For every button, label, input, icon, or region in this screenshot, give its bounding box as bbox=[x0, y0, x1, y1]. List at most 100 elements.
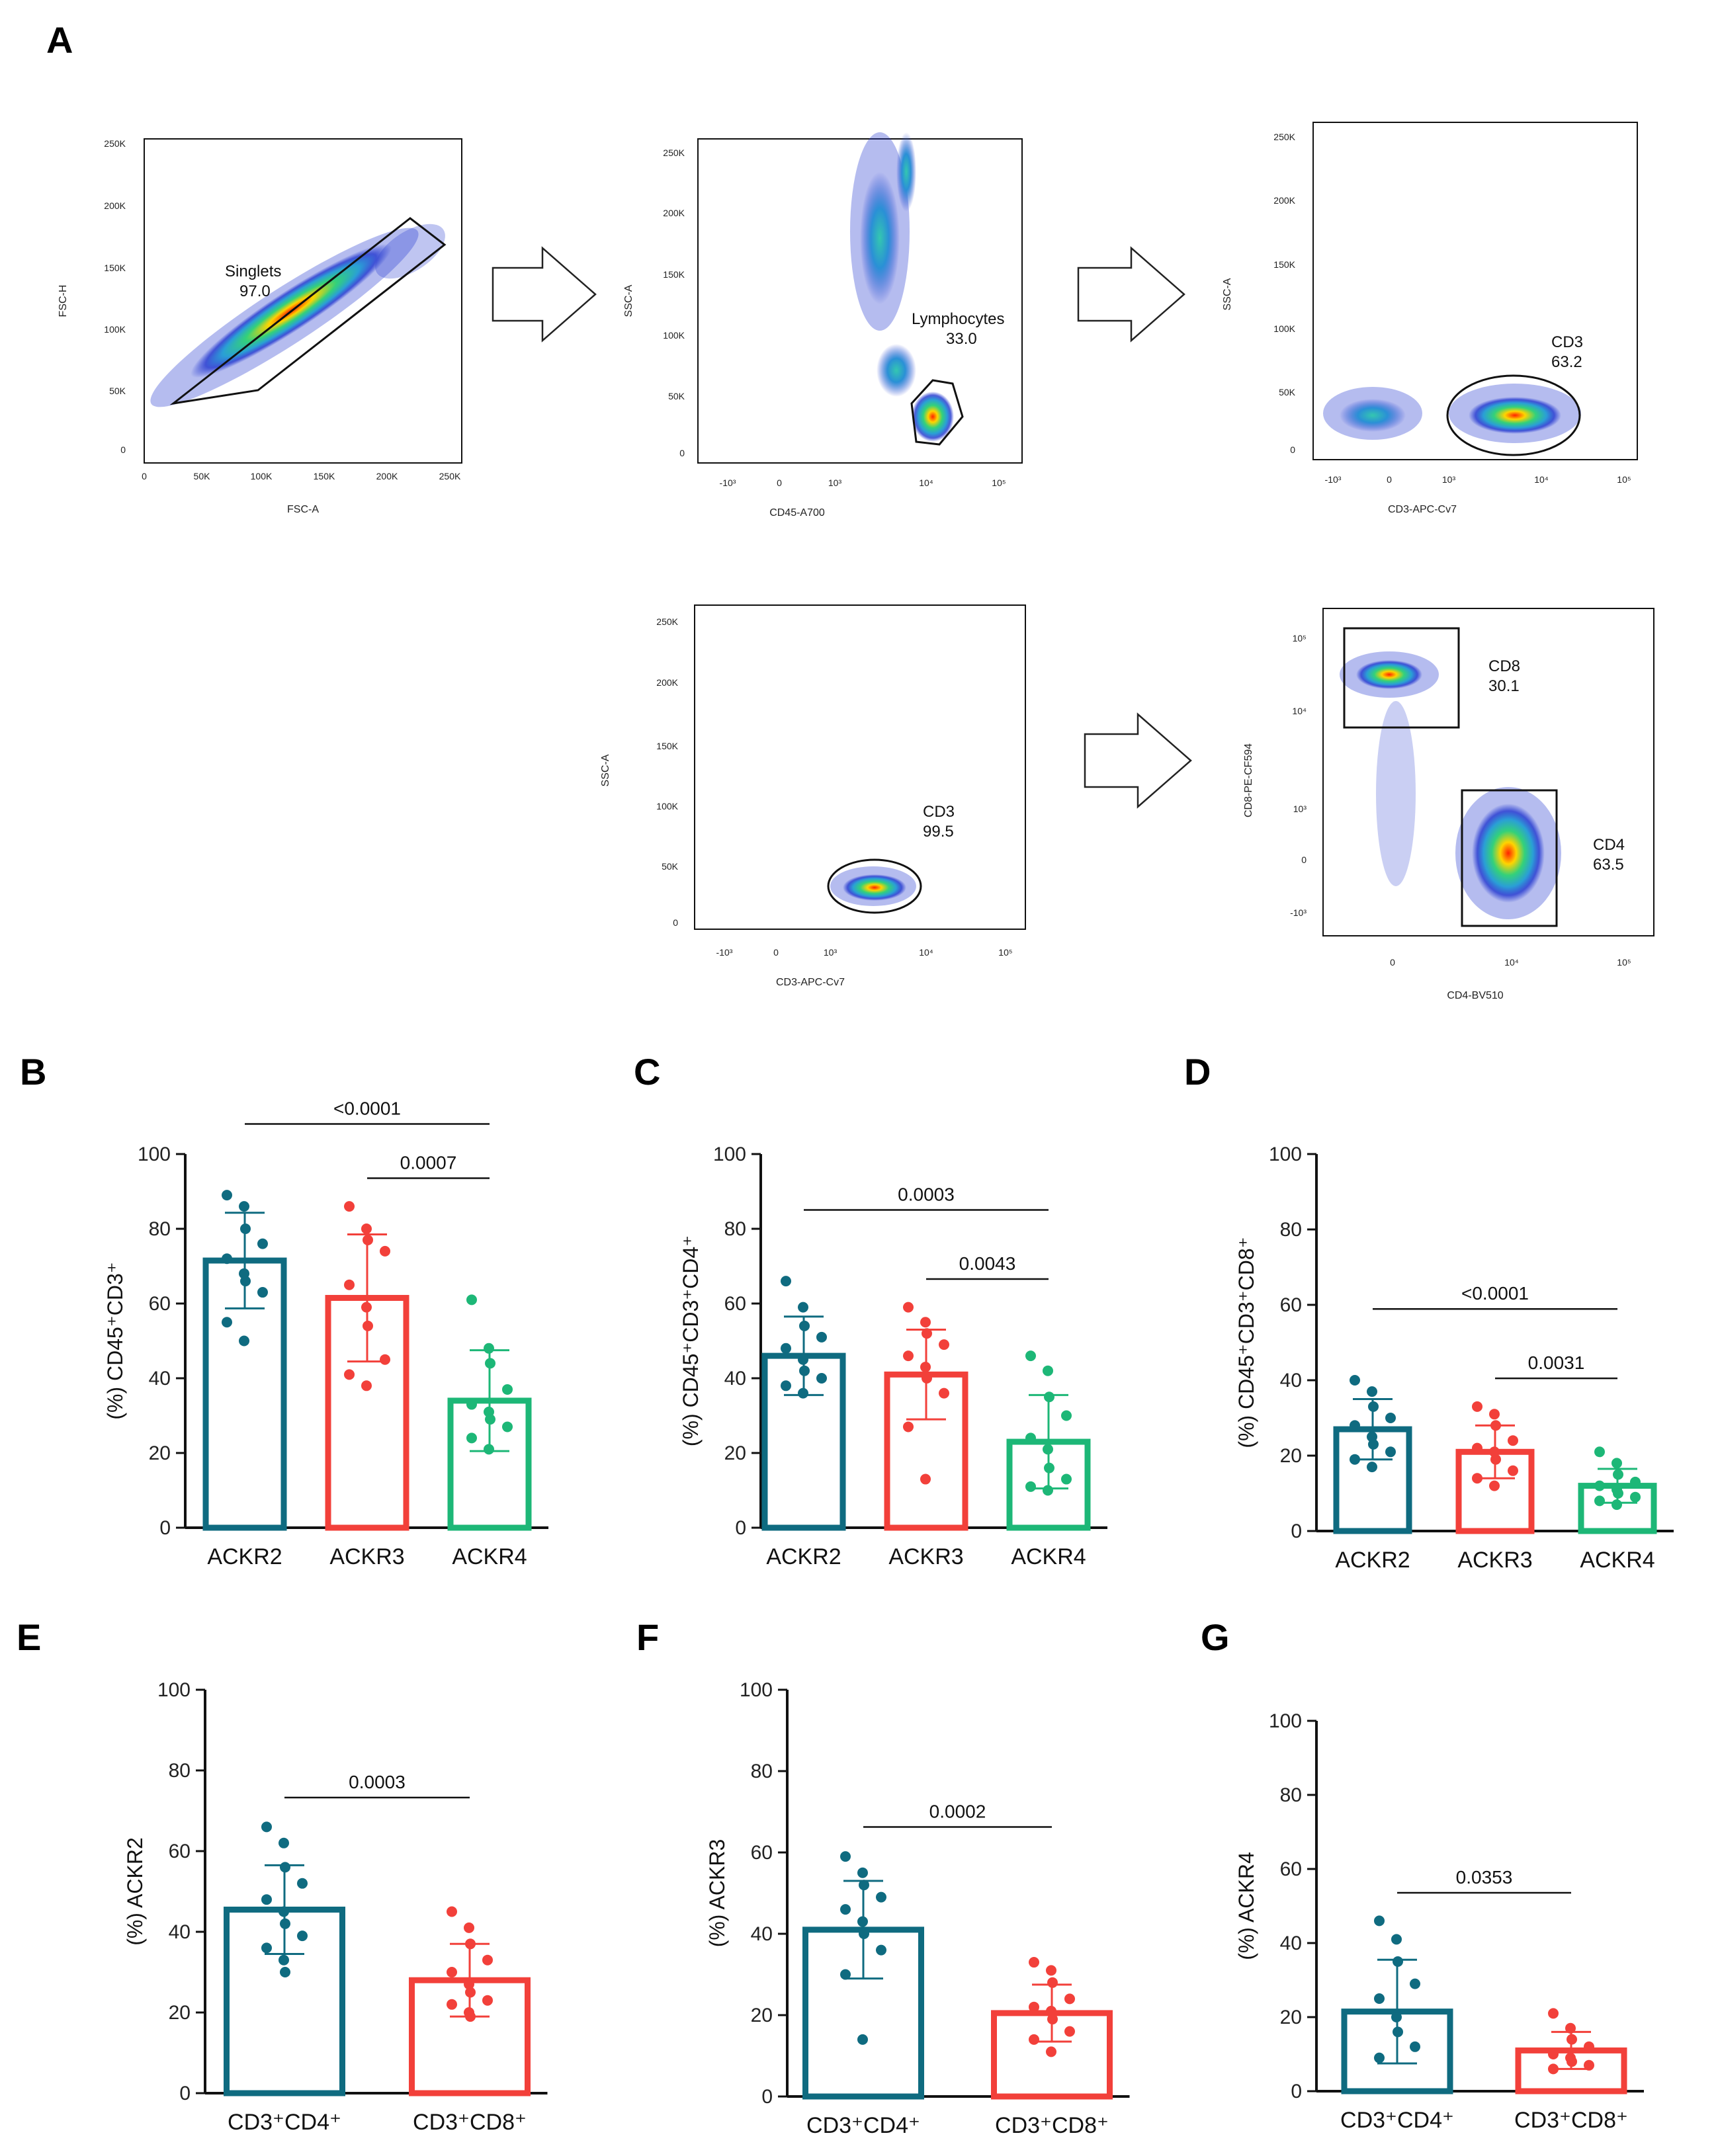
density-cloud bbox=[1323, 384, 1581, 443]
data-point bbox=[1029, 2034, 1039, 2045]
data-point bbox=[466, 1294, 477, 1306]
y-axis-label: FSC-H bbox=[58, 285, 69, 317]
x-tick: 10³ bbox=[1442, 474, 1456, 485]
y-tick: 50K bbox=[662, 861, 679, 872]
data-point bbox=[1391, 2012, 1402, 2022]
gate2-name: CD4 bbox=[1593, 836, 1625, 854]
p-value-label: 0.0007 bbox=[400, 1153, 457, 1173]
y-tick-label: 100 bbox=[157, 1679, 191, 1701]
x-category-label: CD3⁺CD8⁺ bbox=[995, 2113, 1109, 2138]
data-point bbox=[859, 1880, 869, 1891]
data-point bbox=[485, 1414, 495, 1425]
y-tick: 10⁴ bbox=[1292, 706, 1307, 716]
arrow-icon bbox=[492, 246, 597, 343]
y-tick: 200K bbox=[1273, 195, 1295, 206]
data-point bbox=[363, 1320, 373, 1331]
data-point bbox=[922, 1328, 932, 1339]
gate-name: CD3 bbox=[1551, 333, 1583, 351]
gate-name: Lymphocytes bbox=[912, 310, 1005, 328]
y-axis-label: SSC-A bbox=[623, 284, 634, 317]
p-value-label: <0.0001 bbox=[333, 1099, 401, 1119]
data-point bbox=[798, 1354, 808, 1365]
y-tick-label: 0 bbox=[1291, 2081, 1302, 2102]
gate-name: Singlets bbox=[225, 263, 281, 280]
data-point bbox=[1025, 1432, 1036, 1444]
data-point bbox=[297, 1930, 308, 1942]
data-point bbox=[1594, 1446, 1605, 1458]
density-cloud bbox=[830, 866, 916, 906]
data-point bbox=[257, 1238, 268, 1249]
y-tick-label: 80 bbox=[724, 1218, 746, 1240]
data-point bbox=[816, 1331, 827, 1343]
x-tick: 10⁴ bbox=[919, 947, 933, 958]
panel-label: D bbox=[1184, 1051, 1211, 1093]
y-tick-label: 80 bbox=[751, 1761, 773, 1782]
data-point bbox=[1611, 1499, 1622, 1511]
x-tick: 200K bbox=[376, 471, 398, 481]
bar-chart-b: B 0 20 40 60 80 100 (%) CD45⁺CD3⁺ ACKR2 ACKR3 ACKR… bbox=[20, 1051, 548, 1569]
y-tick: 10⁵ bbox=[1293, 633, 1307, 643]
x-axis-label: FSC-A bbox=[287, 504, 319, 515]
gate-value: 99.5 bbox=[923, 823, 954, 841]
data-point bbox=[1472, 1401, 1482, 1412]
data-point bbox=[857, 1867, 868, 1878]
y-tick: 100K bbox=[1273, 323, 1295, 334]
data-point bbox=[239, 1335, 249, 1347]
y-tick-label: 20 bbox=[1280, 2007, 1302, 2028]
x-tick: 50K bbox=[194, 471, 211, 481]
p-value-label: 0.0003 bbox=[349, 1772, 406, 1792]
data-point bbox=[465, 1938, 476, 1950]
bar-chart-e: E 0 20 40 60 80 100 (%) ACKR2 CD3⁺CD4⁺ CD3⁺CD8⁺ 0.… bbox=[17, 1616, 548, 2135]
x-category-label: ACKR2 bbox=[766, 1544, 841, 1569]
y-tick: 150K bbox=[1273, 259, 1295, 270]
data-point bbox=[1367, 1462, 1377, 1473]
y-tick: 50K bbox=[1279, 387, 1296, 397]
flow-plot-cd4-cd8: CD8 30.1 CD4 63.5 CD4-BV510 CD8-PE-CF594… bbox=[1243, 608, 1654, 1001]
data-point bbox=[280, 1967, 290, 1977]
data-point bbox=[344, 1279, 355, 1290]
data-point bbox=[344, 1369, 355, 1380]
y-axis-label: (%) CD45⁺CD3⁺ bbox=[103, 1262, 127, 1419]
x-category-label: ACKR2 bbox=[207, 1544, 282, 1569]
x-category-label: CD3⁺CD4⁺ bbox=[228, 2110, 341, 2135]
flow-plot-cd3-gated: CD3 99.5 CD3-APC-Cv7 SSC-A -10³ 0 10³ 10… bbox=[600, 604, 1026, 988]
data-point bbox=[361, 1302, 372, 1313]
x-tick: 10⁴ bbox=[1534, 474, 1549, 485]
data-point bbox=[1489, 1409, 1500, 1420]
data-point bbox=[1385, 1446, 1396, 1458]
y-tick: 0 bbox=[1301, 854, 1307, 865]
p-value-label: 0.0353 bbox=[1456, 1867, 1513, 1887]
data-point bbox=[1044, 1391, 1054, 1403]
y-axis-label: (%) ACKR2 bbox=[123, 1837, 147, 1946]
panel-label: F bbox=[636, 1616, 659, 1658]
data-point bbox=[1508, 1465, 1518, 1476]
y-axis-label: (%) ACKR3 bbox=[705, 1839, 729, 1948]
y-tick-label: 100 bbox=[713, 1143, 746, 1165]
data-point bbox=[781, 1276, 791, 1287]
y-tick: 150K bbox=[656, 741, 678, 751]
y-tick-label: 80 bbox=[1280, 1784, 1302, 1806]
data-point bbox=[1410, 2041, 1420, 2052]
data-point bbox=[1046, 2005, 1056, 2016]
panel-label-a: A bbox=[46, 19, 73, 61]
data-point bbox=[239, 1201, 249, 1212]
x-tick: 0 bbox=[142, 471, 147, 481]
y-tick-label: 40 bbox=[751, 1923, 773, 1945]
data-point bbox=[840, 1969, 851, 1980]
data-point bbox=[1548, 2008, 1559, 2019]
data-point bbox=[1064, 1993, 1075, 2005]
p-value-label: 0.0031 bbox=[1528, 1352, 1585, 1373]
data-point bbox=[1490, 1420, 1501, 1431]
x-category-label: CD3⁺CD4⁺ bbox=[806, 2113, 920, 2138]
panel-label: E bbox=[17, 1616, 41, 1658]
data-point bbox=[280, 1862, 290, 1873]
data-point bbox=[1374, 1915, 1385, 1927]
data-point bbox=[279, 1906, 289, 1917]
x-axis-label: CD45-A700 bbox=[769, 507, 825, 518]
x-tick: -10³ bbox=[720, 477, 736, 488]
data-point bbox=[1025, 1481, 1036, 1492]
data-point bbox=[876, 1891, 886, 1903]
y-axis-label: (%) CD45⁺CD3⁺CD8⁺ bbox=[1234, 1237, 1258, 1448]
data-point bbox=[1043, 1485, 1053, 1496]
gate-name: CD8 bbox=[1488, 657, 1520, 675]
